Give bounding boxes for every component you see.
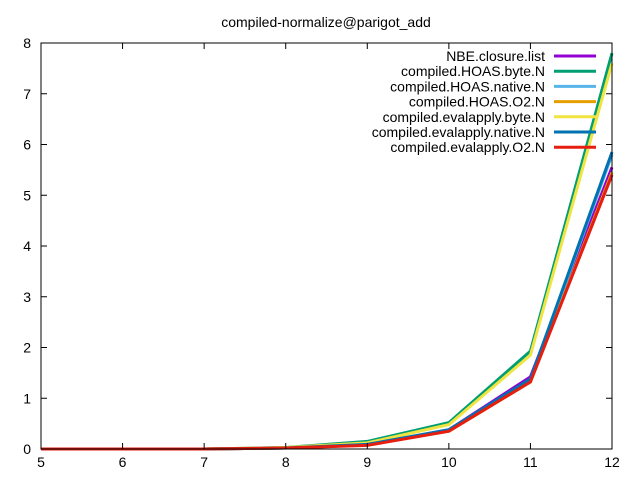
- x-tick-label: 5: [37, 454, 45, 470]
- y-tick-label: 0: [23, 441, 31, 457]
- x-tick-label: 8: [282, 454, 290, 470]
- series-line-compiled-evalapply-native-n: [41, 151, 614, 451]
- x-tick-label: 9: [363, 454, 371, 470]
- legend-label: NBE.closure.list: [446, 48, 545, 64]
- chart-title: compiled-normalize@parigot_add: [221, 14, 431, 30]
- series-line-compiled-evalapply-o2-n: [41, 174, 614, 451]
- x-tick-label: 12: [604, 454, 620, 470]
- legend-label: compiled.HOAS.native.N: [390, 78, 545, 94]
- y-tick-label: 2: [23, 340, 31, 356]
- legend-label: compiled.HOAS.O2.N: [409, 94, 545, 110]
- series-line-compiled-hoas-native-n: [41, 154, 614, 451]
- y-tick-label: 7: [23, 86, 31, 102]
- x-tick-label: 6: [119, 454, 127, 470]
- series-line-nbe-closure-list: [41, 166, 614, 451]
- x-tick-label: 10: [441, 454, 457, 470]
- y-tick-label: 6: [23, 137, 31, 153]
- y-tick-label: 1: [23, 390, 31, 406]
- y-tick-label: 4: [23, 238, 31, 254]
- x-tick-label: 7: [200, 454, 208, 470]
- y-tick-label: 3: [23, 289, 31, 305]
- legend-label: compiled.evalapply.byte.N: [383, 109, 545, 125]
- y-tick-label: 5: [23, 187, 31, 203]
- legend-label: compiled.evalapply.O2.N: [390, 139, 545, 155]
- legend-label: compiled.HOAS.byte.N: [401, 63, 545, 79]
- x-tick-label: 11: [523, 454, 538, 470]
- series-line-compiled-hoas-o2-n: [41, 171, 614, 451]
- y-tick-label: 8: [23, 35, 31, 51]
- legend-label: compiled.evalapply.native.N: [372, 124, 545, 140]
- legend: NBE.closure.listcompiled.HOAS.byte.Ncomp…: [372, 48, 596, 155]
